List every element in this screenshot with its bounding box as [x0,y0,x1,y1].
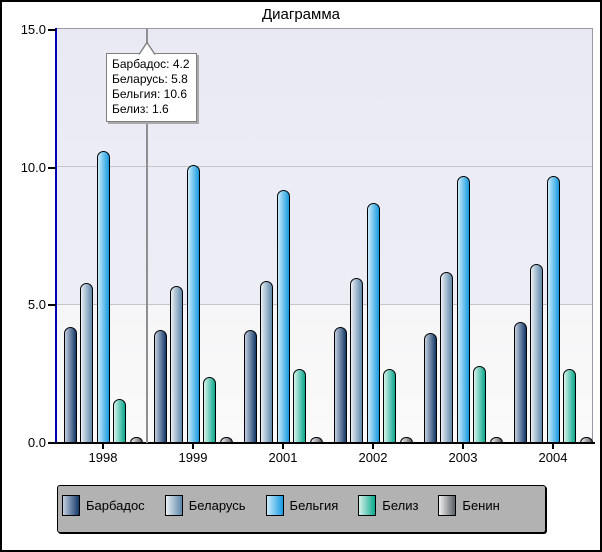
legend-swatch-icon [265,495,284,516]
bar-1998-2[interactable] [96,151,110,443]
legend-label: Белиз [382,498,419,513]
legend-item-belgium[interactable]: Бельгия [265,495,339,516]
legend-label: Бенин [462,498,500,513]
bar-2003-4[interactable] [489,437,503,443]
legend: Барбадос Беларусь Бельгия Белиз Бенин [57,485,546,533]
bar-1998-1[interactable] [80,283,93,443]
bar-group-2001 [243,29,323,443]
bar-2001-3[interactable] [293,369,306,443]
gridline-10 [56,166,592,167]
data-tooltip: Барбадос: 4.2 Беларусь: 5.8 Бельгия: 10.… [106,53,197,122]
bar-2001-4[interactable] [309,437,323,443]
bar-1999-4[interactable] [219,437,233,443]
bar-2003-1[interactable] [440,272,453,443]
bar-2004-2[interactable] [546,176,560,443]
bar-2002-1[interactable] [350,278,363,443]
bar-2003-3[interactable] [473,366,486,443]
bar-1998-4[interactable] [129,437,143,443]
tooltip-line: Беларусь: 5.8 [112,72,188,86]
bar-2001-0[interactable] [243,330,257,443]
bar-group-2003 [423,29,503,443]
bar-2004-1[interactable] [530,264,543,443]
x-tick [462,444,464,449]
bar-2004-3[interactable] [563,369,576,443]
bar-2001-1[interactable] [260,281,273,443]
legend-item-belarus[interactable]: Беларусь [164,495,246,516]
bar-1998-0[interactable] [63,327,77,443]
tooltip-line: Белиз: 1.6 [112,102,169,116]
legend-label: Бельгия [289,498,339,513]
legend-swatch-icon [358,495,377,516]
x-axis-label-2002: 2002 [358,450,388,465]
bar-2004-0[interactable] [513,322,527,443]
x-tick [552,444,554,449]
y-tick [48,442,56,444]
chart-title: Диаграмма [261,6,340,23]
legend-swatch-icon [438,495,457,516]
bar-2001-2[interactable] [276,190,290,443]
x-axis-label-1999: 1999 [178,450,208,465]
bar-group-2004 [513,29,593,443]
y-axis-label-15.0: 15.0 [20,22,46,37]
y-tick [48,167,56,169]
bar-1999-0[interactable] [153,330,167,443]
x-tick [372,444,374,449]
bar-2002-2[interactable] [366,203,380,443]
bar-2004-4[interactable] [579,437,593,443]
x-axis-line [55,442,595,444]
legend-item-barbados[interactable]: Барбадос [62,495,145,516]
x-axis-label-2001: 2001 [268,450,298,465]
x-axis-label-2003: 2003 [448,450,478,465]
x-axis-label-1998: 1998 [88,450,118,465]
y-axis-label-0.0: 0.0 [27,435,46,450]
legend-item-belize[interactable]: Белиз [358,495,418,516]
x-tick [102,444,104,449]
bar-2002-0[interactable] [333,327,347,443]
x-tick [282,444,284,449]
bar-group-1998 [63,29,143,443]
legend-item-benin[interactable]: Бенин [438,495,500,516]
legend-label: Барбадос [86,498,145,513]
plot-area [56,28,593,443]
bar-2002-3[interactable] [383,369,396,443]
bar-2002-4[interactable] [399,437,413,443]
legend-swatch-icon [62,495,80,516]
gridline-5 [56,304,592,305]
tooltip-line: Бельгия: 10.6 [112,87,188,101]
bar-1998-3[interactable] [113,399,126,443]
bar-2003-0[interactable] [423,333,437,443]
legend-label: Беларусь [188,498,246,513]
callout-anchor-line [146,29,148,443]
tooltip-line: Барбадос: 4.2 [112,57,190,71]
bar-group-1999 [153,29,233,443]
bar-1999-3[interactable] [203,377,216,443]
y-axis-label-10.0: 10.0 [20,160,46,175]
tooltip-caret-icon [138,41,156,55]
y-axis-line [55,28,57,443]
bar-2003-2[interactable] [456,176,470,443]
bar-1999-1[interactable] [170,286,183,443]
x-tick [192,444,194,449]
legend-swatch-icon [164,495,183,516]
y-axis-label-5.0: 5.0 [27,297,46,312]
x-axis-label-2004: 2004 [538,450,568,465]
bar-group-2002 [333,29,413,443]
bar-1999-2[interactable] [186,165,200,443]
y-tick [48,29,56,31]
y-tick [48,304,56,306]
